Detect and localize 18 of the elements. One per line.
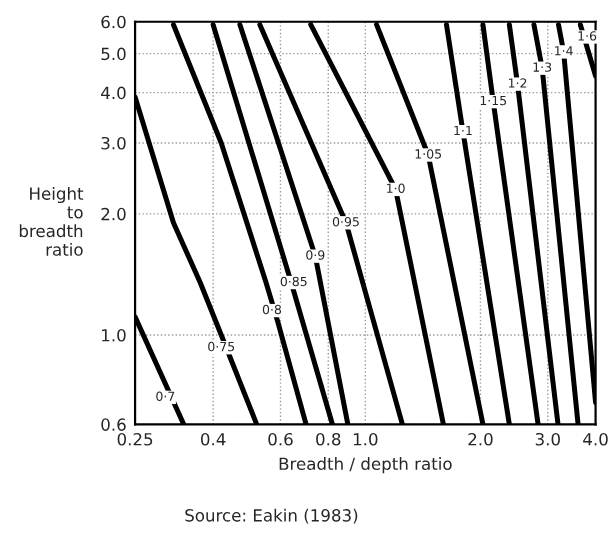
x-tick-label: 0.25 [117,432,153,446]
x-tick-label: 2.0 [468,432,493,446]
source-note: Source: Eakin (1983) [185,508,358,524]
x-tick-label: 3.0 [535,432,560,446]
x-tick-label: 0.6 [268,432,293,446]
y-tick-label: 0.6 [101,418,126,431]
y-tick-label: 3.0 [101,136,126,150]
x-axis-title: Breadth / depth ratio [279,457,452,474]
x-tick-label: 4.0 [583,432,608,446]
x-tick-label: 0.8 [316,432,341,446]
y-tick-label: 2.0 [101,207,126,221]
y-tick-label: 4.0 [101,86,126,100]
y-tick-label: 6.0 [101,15,126,29]
x-tick-label: 1.0 [353,432,378,446]
y-tick-label: 5.0 [101,47,126,61]
y-axis-title: Height to breadth ratio [19,186,84,256]
x-tick-label: 0.4 [200,432,226,446]
y-tick-label: 1.0 [102,328,126,342]
